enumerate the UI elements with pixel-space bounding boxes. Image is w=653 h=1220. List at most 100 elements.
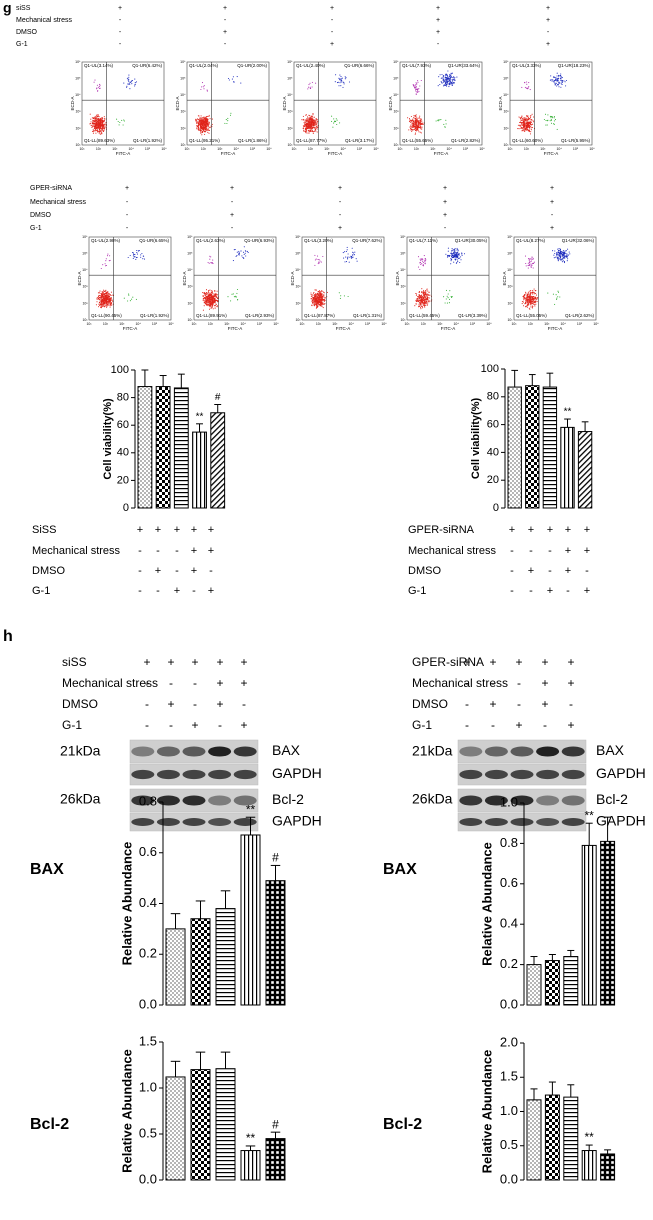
- event-dot: [560, 250, 561, 251]
- event-dot: [528, 268, 529, 269]
- treatment-sign: +: [125, 185, 129, 192]
- y-tick-label: 10³: [295, 285, 301, 289]
- blot-band: [208, 818, 231, 826]
- event-dot: [314, 127, 315, 128]
- event-dot: [438, 120, 439, 121]
- event-dot: [340, 298, 341, 299]
- event-dot: [455, 252, 456, 253]
- event-dot: [128, 79, 129, 80]
- event-dot: [534, 292, 535, 293]
- event-dot: [518, 125, 519, 126]
- event-dot: [206, 119, 207, 120]
- event-dot: [303, 128, 304, 129]
- event-dot: [528, 258, 529, 259]
- event-dot: [422, 123, 423, 124]
- event-dot: [339, 78, 340, 79]
- event-dot: [93, 125, 94, 126]
- event-dot: [558, 86, 559, 87]
- event-dot: [312, 122, 313, 123]
- event-dot: [312, 130, 313, 131]
- y-axis-label: ECD-A: [502, 271, 507, 285]
- event-dot: [448, 79, 449, 80]
- event-dot: [424, 255, 425, 256]
- event-dot: [527, 295, 528, 296]
- event-dot: [410, 122, 411, 123]
- event-dot: [520, 122, 521, 123]
- row-label: Bcl-2: [383, 1116, 422, 1133]
- event-dot: [215, 293, 216, 294]
- event-dot: [110, 302, 111, 303]
- event-dot: [345, 77, 346, 78]
- event-dot: [209, 305, 210, 306]
- event-dot: [102, 264, 103, 265]
- event-dot: [106, 300, 107, 301]
- event-dot: [96, 301, 97, 302]
- event-dot: [335, 74, 336, 75]
- event-dot: [107, 298, 108, 299]
- event-dot: [529, 126, 530, 127]
- treatment-label: G-1: [412, 718, 432, 732]
- event-dot: [203, 125, 204, 126]
- event-dot: [343, 82, 344, 83]
- x-tick-label: 10¹: [291, 147, 297, 151]
- event-dot: [449, 84, 450, 85]
- treatment-sign: -: [218, 718, 222, 732]
- event-dot: [317, 259, 318, 260]
- event-dot: [417, 89, 418, 90]
- event-dot: [320, 305, 321, 306]
- quadrant-label: Q1-LL(90.45%): [91, 313, 122, 318]
- event-dot: [424, 303, 425, 304]
- event-dot: [529, 265, 530, 266]
- event-dot: [533, 267, 534, 268]
- treatment-label: G-1: [408, 585, 426, 597]
- bar: [527, 965, 541, 1005]
- event-dot: [410, 128, 411, 129]
- event-dot: [457, 249, 458, 250]
- event-dot: [456, 77, 457, 78]
- event-dot: [451, 260, 452, 261]
- event-dot: [566, 257, 567, 258]
- event-dot: [108, 297, 109, 298]
- event-dot: [425, 297, 426, 298]
- event-dot: [323, 299, 324, 300]
- event-dot: [553, 123, 554, 124]
- event-dot: [420, 302, 421, 303]
- blot-band: [208, 770, 231, 779]
- event-dot: [417, 92, 418, 93]
- event-dot: [206, 289, 207, 290]
- event-dot: [557, 254, 558, 255]
- event-dot: [210, 297, 211, 298]
- event-dot: [446, 298, 447, 299]
- event-dot: [109, 260, 110, 261]
- event-dot: [307, 119, 308, 120]
- event-dot: [318, 302, 319, 303]
- event-dot: [555, 79, 556, 80]
- event-dot: [197, 125, 198, 126]
- event-dot: [104, 116, 105, 117]
- event-dot: [105, 263, 106, 264]
- event-dot: [95, 133, 96, 134]
- event-dot: [104, 302, 105, 303]
- event-dot: [314, 123, 315, 124]
- bar: [561, 427, 574, 508]
- y-tick-label: 10¹: [180, 143, 186, 147]
- y-tick-label: 0.5: [500, 1137, 518, 1152]
- event-dot: [420, 264, 421, 265]
- y-tick-label: 10⁶: [75, 60, 81, 64]
- event-dot: [310, 131, 311, 132]
- bar: [193, 432, 207, 508]
- treatment-sign: -: [339, 199, 342, 206]
- event-dot: [320, 294, 321, 295]
- event-dot: [140, 257, 141, 258]
- event-dot: [321, 291, 322, 292]
- event-dot: [317, 298, 318, 299]
- event-dot: [440, 74, 441, 75]
- treatment-sign: -: [491, 718, 495, 732]
- quadrant-label: Q1-UL(7.93%): [402, 63, 432, 68]
- event-dot: [111, 292, 112, 293]
- event-dot: [107, 291, 108, 292]
- event-dot: [90, 121, 91, 122]
- event-dot: [419, 291, 420, 292]
- event-dot: [449, 81, 450, 82]
- event-dot: [559, 248, 560, 249]
